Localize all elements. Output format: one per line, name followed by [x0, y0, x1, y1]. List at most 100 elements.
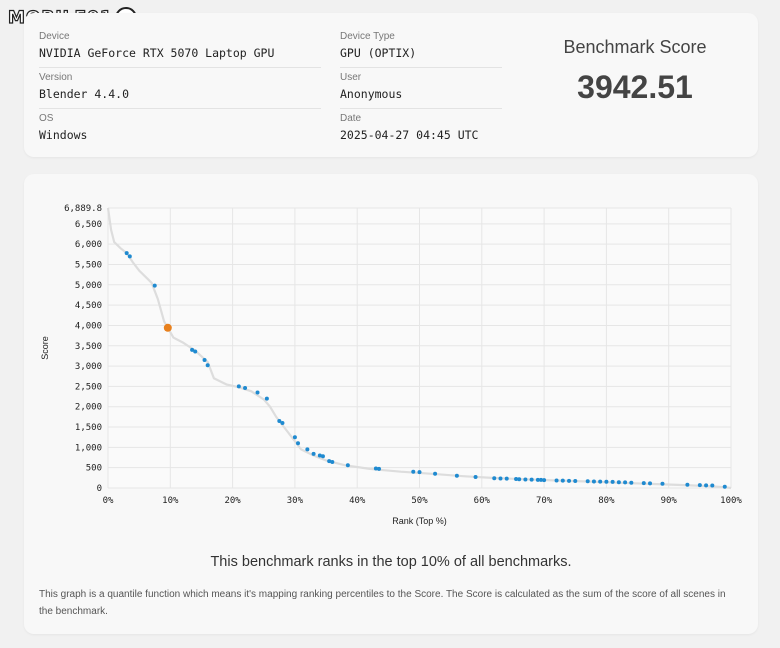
quantile-chart: 0% 10% 20% 30% 40% 50% 60% 70% 80% 90% 100% 0 500 1,0…	[40, 204, 742, 526]
x-tick-label: 10%	[162, 496, 179, 506]
benchmark-point	[538, 477, 543, 482]
y-axis-label: Score	[40, 336, 50, 360]
benchmark-score-value: 3942.51	[577, 69, 693, 105]
x-tick-label: 90%	[661, 496, 678, 506]
y-tick-label: 5,000	[75, 281, 102, 291]
benchmark-point	[604, 479, 609, 484]
version-value: Blender 4.4.0	[39, 87, 130, 101]
benchmark-point	[454, 473, 459, 478]
benchmark-point	[330, 459, 335, 464]
y-tick-label: 3,500	[75, 342, 102, 352]
benchmark-point	[641, 481, 646, 486]
benchmark-point	[514, 477, 519, 482]
benchmark-point	[623, 480, 628, 485]
benchmark-point	[277, 418, 282, 423]
version-field: Version Blender 4.4.0	[39, 68, 321, 109]
benchmark-point	[573, 479, 578, 484]
benchmark-point	[591, 479, 596, 484]
benchmark-point	[124, 251, 129, 256]
os-label: OS	[39, 113, 54, 124]
benchmark-point	[433, 471, 438, 476]
device-field: Device NVIDIA GeForce RTX 5070 Laptop GP…	[39, 27, 321, 68]
x-axis-label: Rank (Top %)	[392, 516, 447, 526]
benchmark-score-title: Benchmark Score	[563, 37, 707, 57]
benchmark-point	[473, 475, 478, 480]
benchmark-point	[373, 466, 378, 471]
date-label: Date	[340, 113, 362, 124]
benchmark-point	[535, 477, 540, 482]
benchmark-point	[311, 451, 316, 456]
benchmark-point	[317, 453, 322, 458]
benchmark-point	[517, 477, 522, 482]
y-tick-label: 1,000	[75, 443, 102, 453]
benchmark-point	[523, 477, 528, 482]
y-tick-label: 6,500	[75, 220, 102, 230]
x-tick-label: 0%	[103, 496, 114, 506]
device-type-field: Device Type GPU (OPTIX)	[340, 27, 502, 68]
y-tick-label: 2,500	[75, 382, 102, 392]
benchmark-point	[345, 463, 350, 468]
benchmark-point	[710, 483, 715, 488]
os-value: Windows	[39, 128, 88, 142]
x-tick-label: 30%	[287, 496, 304, 506]
y-tick-label: 6,000	[75, 240, 102, 250]
current-benchmark-point	[163, 323, 172, 332]
benchmark-point	[498, 476, 503, 481]
y-tick-label: 4,000	[75, 321, 102, 331]
benchmark-point	[280, 420, 285, 425]
benchmark-point	[255, 390, 260, 395]
benchmark-point	[529, 477, 534, 482]
y-tick-label: 5,500	[75, 260, 102, 270]
benchmark-point	[193, 349, 198, 354]
benchmark-point	[152, 283, 157, 288]
benchmark-point	[190, 347, 195, 352]
benchmark-point	[629, 480, 634, 485]
benchmark-point	[236, 384, 241, 389]
benchmark-point	[296, 441, 301, 446]
y-tick-label: 1,500	[75, 423, 102, 433]
y-tick-label: 500	[86, 464, 102, 474]
user-value: Anonymous	[340, 87, 403, 101]
benchmark-point	[377, 466, 382, 471]
benchmark-point	[660, 481, 665, 486]
benchmark-point	[202, 357, 207, 362]
benchmark-point	[292, 435, 297, 440]
x-tick-label: 40%	[349, 496, 366, 506]
os-field: OS Windows	[39, 109, 321, 149]
device-type-label: Device Type	[340, 31, 395, 42]
benchmark-point	[610, 479, 615, 484]
benchmark-point	[542, 478, 547, 483]
y-tick-label: 3,000	[75, 362, 102, 372]
benchmark-point	[264, 396, 269, 401]
benchmark-point	[697, 483, 702, 488]
y-tick-label: 6,889.8	[64, 204, 102, 214]
y-tick-label: 4,500	[75, 301, 102, 311]
y-tick-label: 0	[97, 484, 102, 494]
benchmark-point	[567, 478, 572, 483]
benchmark-point	[616, 480, 621, 485]
quantile-chart-card: 0% 10% 20% 30% 40% 50% 60% 70% 80% 90% 100% 0 500 1,0…	[24, 174, 758, 634]
device-value: NVIDIA GeForce RTX 5070 Laptop GPU	[39, 46, 275, 60]
x-tick-label: 50%	[411, 496, 428, 506]
benchmark-point	[704, 483, 709, 488]
x-tick-label: 20%	[224, 496, 241, 506]
benchmark-point	[127, 254, 132, 259]
benchmark-point	[504, 476, 509, 481]
user-field: User Anonymous	[340, 68, 502, 109]
date-field: Date 2025-04-27 04:45 UTC	[340, 109, 502, 149]
benchmark-point	[305, 447, 310, 452]
benchmark-point	[411, 469, 416, 474]
device-type-value: GPU (OPTIX)	[340, 46, 417, 60]
device-label: Device	[39, 31, 70, 42]
benchmark-point	[417, 470, 422, 475]
x-tick-label: 100%	[720, 496, 742, 506]
x-tick-label: 70%	[536, 496, 553, 506]
benchmark-point	[243, 386, 248, 391]
x-tick-label: 80%	[598, 496, 615, 506]
benchmark-point	[554, 478, 559, 483]
date-value: 2025-04-27 04:45 UTC	[340, 128, 479, 142]
benchmark-point	[327, 459, 332, 464]
benchmark-info-card: Device NVIDIA GeForce RTX 5070 Laptop GP…	[24, 13, 758, 157]
benchmark-point	[205, 363, 210, 368]
benchmark-point	[598, 479, 603, 484]
